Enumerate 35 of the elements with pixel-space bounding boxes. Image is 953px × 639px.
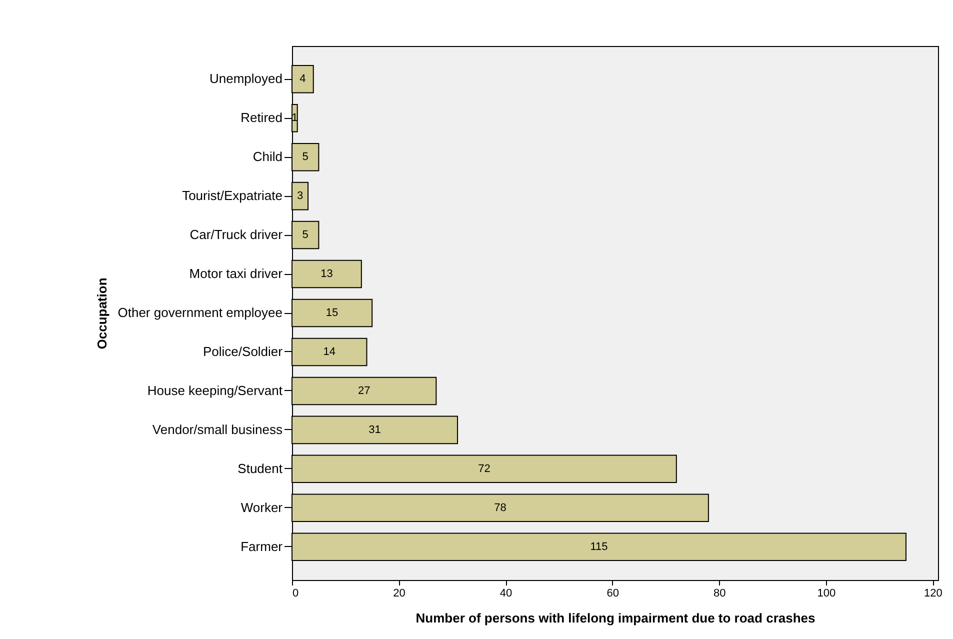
y-tick-label: Vendor/small business bbox=[152, 422, 283, 437]
data-label: 15 bbox=[326, 307, 338, 319]
x-tick-label: 80 bbox=[713, 588, 726, 600]
x-tick-label: 0 bbox=[292, 588, 299, 600]
x-axis-title: Number of persons with lifelong impairment due to road crashes bbox=[416, 610, 816, 626]
data-label: 14 bbox=[323, 346, 336, 358]
data-label: 5 bbox=[302, 229, 308, 242]
data-label: 27 bbox=[358, 384, 370, 397]
x-tick-label: 60 bbox=[606, 588, 619, 600]
data-label: 4 bbox=[300, 73, 306, 86]
y-tick-label: Unemployed bbox=[210, 71, 282, 86]
y-tick-label: Worker bbox=[240, 500, 284, 515]
x-tick-label: 20 bbox=[393, 588, 406, 600]
y-tick-label: Retired bbox=[240, 110, 282, 126]
y-tick-label: Other government employee bbox=[118, 305, 282, 320]
y-tick-label: Police/Soldier bbox=[203, 344, 284, 359]
data-label: 5 bbox=[302, 151, 308, 164]
data-label: 78 bbox=[494, 502, 506, 514]
y-tick-label: Farmer bbox=[240, 538, 284, 554]
data-label: 13 bbox=[320, 268, 333, 280]
y-tick-label: House keeping/Servant bbox=[147, 382, 283, 398]
y-tick-label: Child bbox=[252, 149, 282, 164]
data-label: 31 bbox=[368, 424, 381, 436]
x-tick-label: 40 bbox=[500, 588, 512, 600]
data-label: 3 bbox=[296, 190, 304, 202]
y-tick-label: Motor taxi driver bbox=[189, 266, 284, 282]
y-tick-label: Student bbox=[238, 460, 283, 476]
y-axis-title: Occupation bbox=[94, 278, 110, 350]
data-label: 72 bbox=[478, 462, 490, 475]
data-label: 1 bbox=[292, 112, 298, 124]
x-tick-label: 120 bbox=[924, 588, 942, 600]
data-label: 115 bbox=[590, 540, 608, 553]
y-tick-label: Tourist/Expatriate bbox=[182, 188, 282, 204]
x-tick-label: 100 bbox=[817, 588, 836, 600]
y-tick-label: Car/Truck driver bbox=[190, 227, 284, 242]
